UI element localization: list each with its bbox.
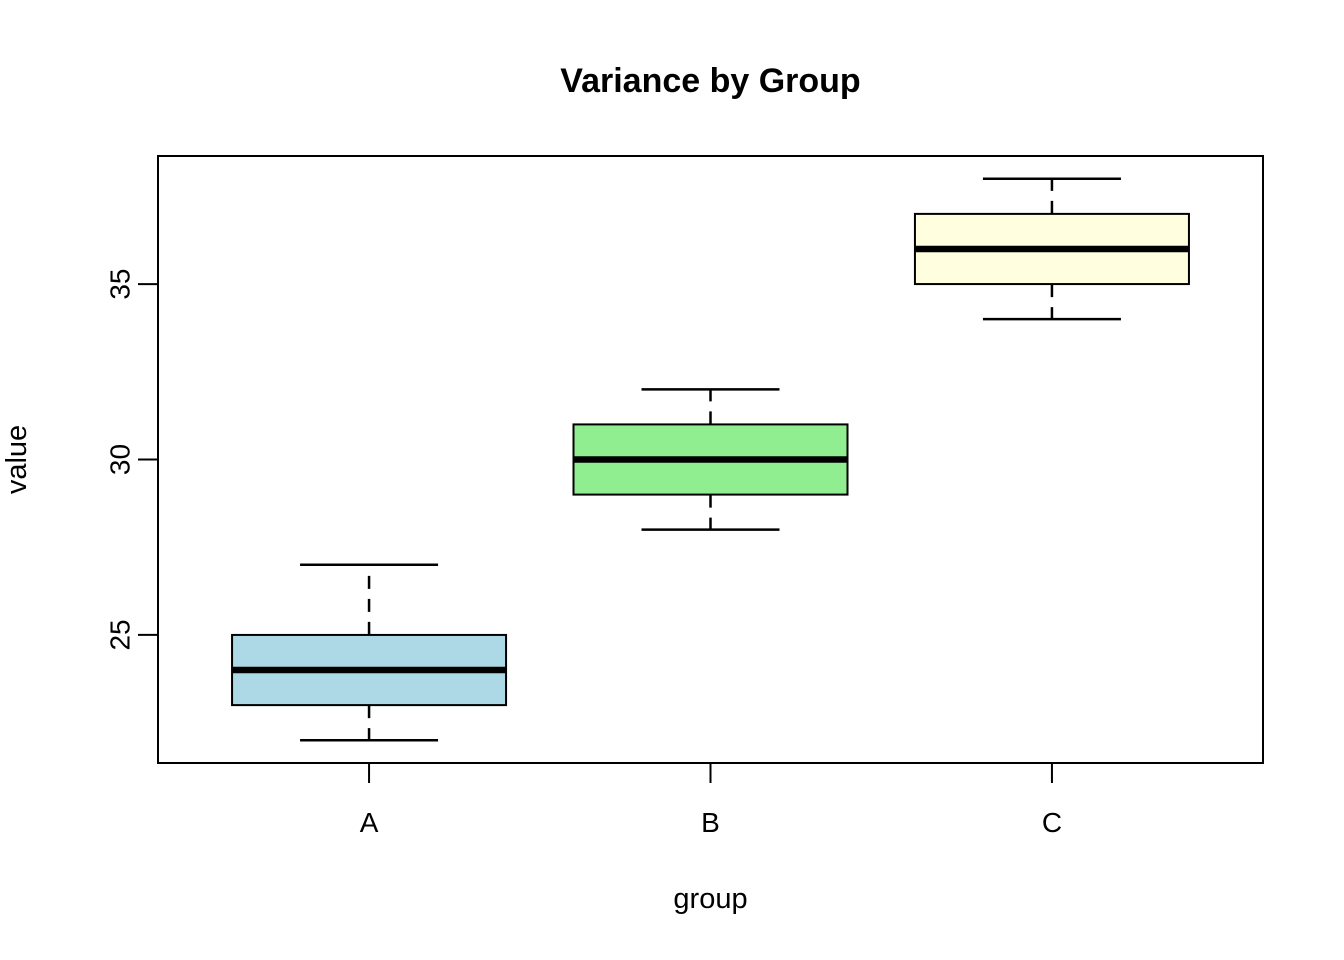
x-tick-label: C — [1042, 807, 1062, 838]
y-tick-label: 25 — [104, 619, 135, 650]
chart-title: Variance by Group — [560, 62, 860, 100]
x-axis-label: group — [673, 883, 747, 915]
x-tick-label: B — [701, 807, 720, 838]
box-group-A — [231, 563, 508, 742]
box-group-B — [572, 388, 849, 531]
x-tick-label: A — [360, 807, 379, 838]
y-tick-label: 35 — [104, 268, 135, 299]
y-tick-label: 30 — [104, 444, 135, 475]
box-group-C — [913, 177, 1190, 321]
y-axis-label: value — [1, 425, 33, 494]
